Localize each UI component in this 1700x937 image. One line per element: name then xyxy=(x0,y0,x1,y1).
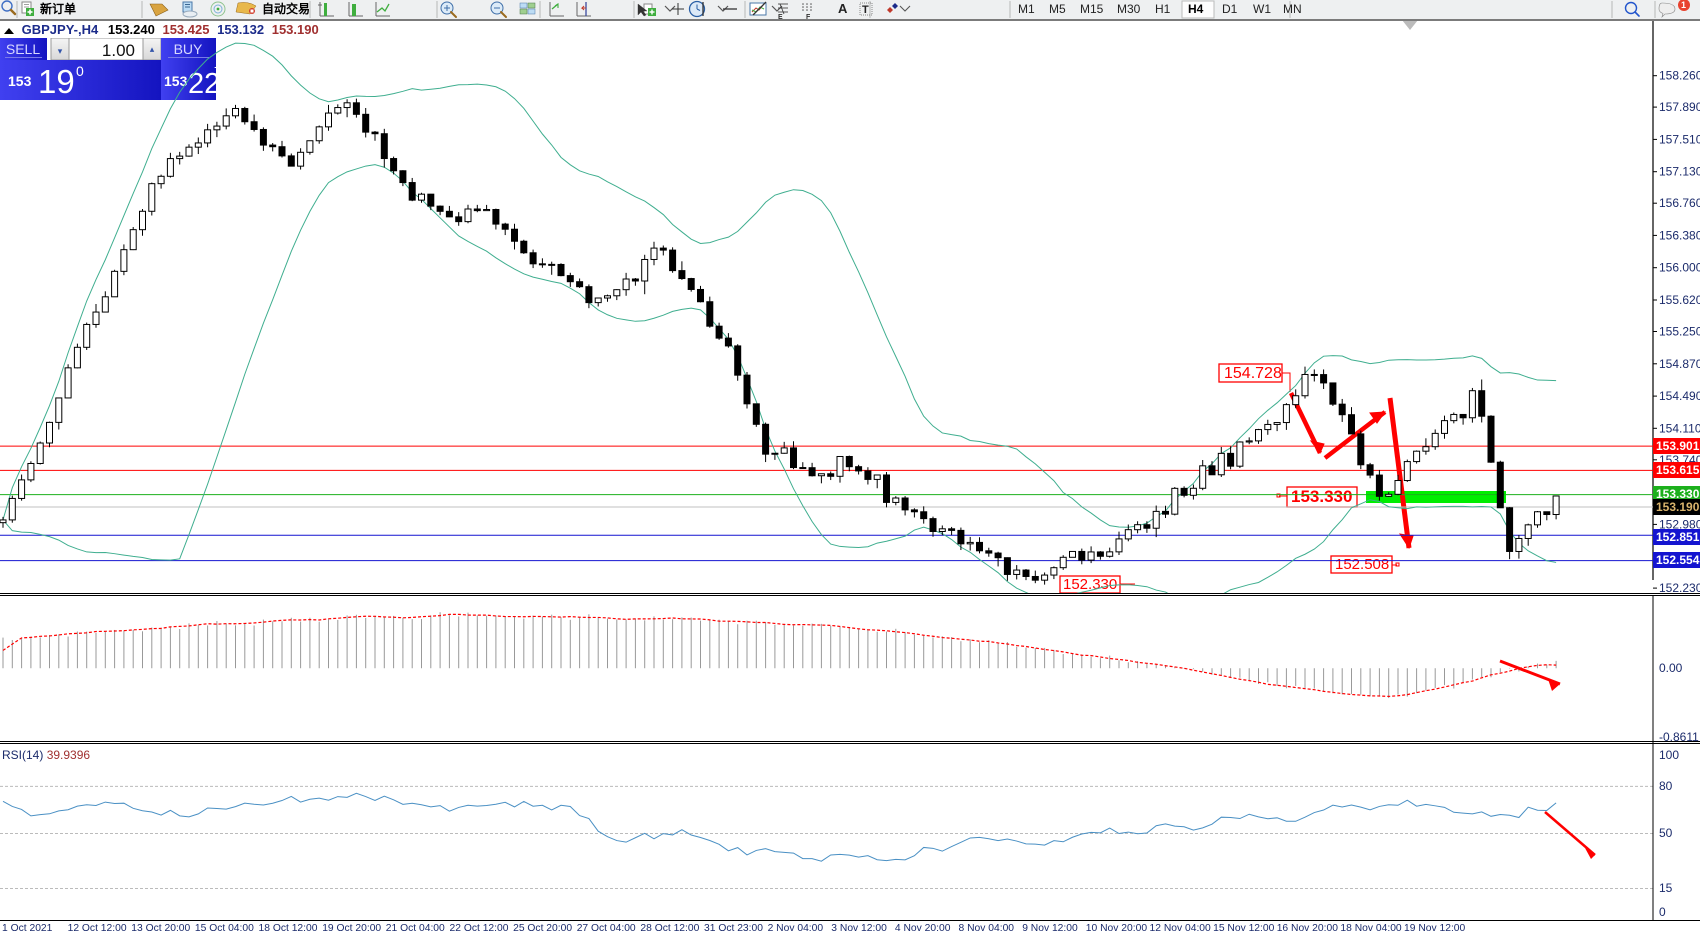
svg-text:18 Oct 12:00: 18 Oct 12:00 xyxy=(259,923,318,934)
svg-text:16 Nov 20:00: 16 Nov 20:00 xyxy=(1277,923,1339,934)
svg-text:M1: M1 xyxy=(1018,2,1035,16)
svg-text:12 Oct 12:00: 12 Oct 12:00 xyxy=(68,923,127,934)
svg-text:19 Nov 12:00: 19 Nov 12:00 xyxy=(1404,923,1466,934)
svg-text:21 Oct 04:00: 21 Oct 04:00 xyxy=(386,923,445,934)
svg-text:F: F xyxy=(806,14,811,19)
svg-text:31 Oct 23:00: 31 Oct 23:00 xyxy=(704,923,763,934)
svg-text:13 Oct 20:00: 13 Oct 20:00 xyxy=(131,923,190,934)
svg-text:E: E xyxy=(778,14,783,19)
svg-text:15: 15 xyxy=(1659,881,1673,895)
svg-text:0: 0 xyxy=(1659,905,1666,919)
svg-text:3 Nov 12:00: 3 Nov 12:00 xyxy=(831,923,887,934)
svg-text:19 Oct 20:00: 19 Oct 20:00 xyxy=(322,923,381,934)
svg-text:新订单: 新订单 xyxy=(40,1,76,16)
svg-text:W1: W1 xyxy=(1253,2,1271,16)
svg-text:50: 50 xyxy=(1659,826,1673,840)
svg-text:T: T xyxy=(862,4,869,16)
svg-text:8 Nov 04:00: 8 Nov 04:00 xyxy=(959,923,1015,934)
svg-text:1 Oct 2021: 1 Oct 2021 xyxy=(2,923,53,934)
svg-text:100: 100 xyxy=(1659,748,1679,762)
svg-text:1: 1 xyxy=(1681,0,1686,10)
svg-text:自动交易: 自动交易 xyxy=(262,1,310,16)
svg-text:80: 80 xyxy=(1659,779,1673,793)
svg-text:4 Nov 20:00: 4 Nov 20:00 xyxy=(895,923,951,934)
svg-text:2 Nov 04:00: 2 Nov 04:00 xyxy=(768,923,824,934)
svg-text:15 Nov 12:00: 15 Nov 12:00 xyxy=(1213,923,1275,934)
svg-text:18 Nov 04:00: 18 Nov 04:00 xyxy=(1340,923,1402,934)
svg-text:25 Oct 20:00: 25 Oct 20:00 xyxy=(513,923,572,934)
svg-text:H4: H4 xyxy=(1188,2,1204,16)
svg-text:15 Oct 04:00: 15 Oct 04:00 xyxy=(195,923,254,934)
svg-text:28 Oct 12:00: 28 Oct 12:00 xyxy=(640,923,699,934)
svg-text:12 Nov 04:00: 12 Nov 04:00 xyxy=(1150,923,1212,934)
svg-text:H1: H1 xyxy=(1155,2,1171,16)
svg-text:D1: D1 xyxy=(1222,2,1238,16)
svg-text:9 Nov 12:00: 9 Nov 12:00 xyxy=(1022,923,1078,934)
svg-text:M30: M30 xyxy=(1117,2,1141,16)
svg-text:M15: M15 xyxy=(1080,2,1104,16)
svg-text:27 Oct 04:00: 27 Oct 04:00 xyxy=(577,923,636,934)
svg-text:MN: MN xyxy=(1283,2,1302,16)
svg-text:A: A xyxy=(838,1,848,16)
svg-text:10 Nov 20:00: 10 Nov 20:00 xyxy=(1086,923,1148,934)
svg-text:M5: M5 xyxy=(1049,2,1066,16)
svg-text:22 Oct 12:00: 22 Oct 12:00 xyxy=(450,923,509,934)
